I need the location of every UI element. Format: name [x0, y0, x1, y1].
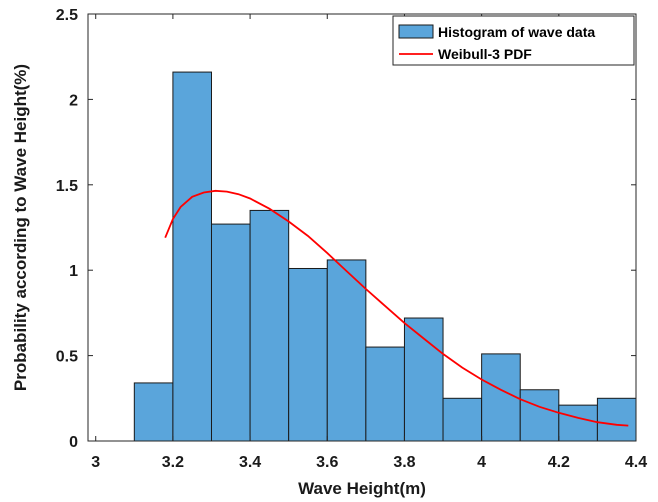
- y-tick-label: 2: [69, 92, 78, 109]
- legend: Histogram of wave data Weibull-3 PDF: [392, 15, 635, 66]
- histogram-bar: [596, 397, 637, 442]
- y-tick-label: 2.5: [56, 7, 78, 24]
- histogram-bar: [288, 267, 328, 442]
- x-tick-label: 4.2: [548, 454, 570, 471]
- legend-box: [392, 15, 635, 66]
- legend-label-histogram: Histogram of wave data: [438, 24, 595, 40]
- legend-label-curve: Weibull-3 PDF: [438, 46, 532, 62]
- legend-swatch-histogram: [398, 24, 434, 39]
- x-tick-label: 4.4: [625, 454, 647, 471]
- x-axis-title: Wave Height(m): [298, 479, 426, 498]
- histogram-bar: [403, 317, 444, 442]
- histogram-bar: [365, 346, 405, 442]
- x-tick-label: 3.6: [316, 454, 338, 471]
- histogram-bar: [481, 353, 521, 442]
- x-tick-label: 4: [477, 454, 486, 471]
- histogram-bar: [442, 397, 483, 442]
- histogram-bar: [519, 389, 560, 442]
- x-tick-label: 3.2: [162, 454, 184, 471]
- x-tick-label: 3.4: [239, 454, 261, 471]
- histogram-bar: [249, 209, 290, 442]
- x-tick-label: 3.8: [393, 454, 415, 471]
- y-tick-label: 1.5: [56, 178, 78, 195]
- histogram-bar: [172, 71, 212, 442]
- x-tick-label: 3: [91, 454, 100, 471]
- y-tick-labels: 0 0.5 1 1.5 2 2.5: [56, 7, 78, 451]
- y-axis-title: Probability according to Wave Height(%): [11, 64, 30, 391]
- y-tick-label: 1: [69, 263, 78, 280]
- histogram-bar: [133, 382, 174, 442]
- histogram-bar: [558, 404, 598, 442]
- histogram-bars: [133, 71, 637, 442]
- plot-frame: [87, 13, 637, 442]
- histogram-bar: [210, 223, 251, 442]
- y-tick-label: 0: [69, 434, 78, 451]
- histogram-bar: [326, 259, 367, 442]
- x-tick-labels: 3 3.2 3.4 3.6 3.8 4 4.2 4.4: [91, 454, 647, 471]
- weibull-curve: [164, 189, 629, 427]
- y-tick-label: 0.5: [56, 349, 78, 366]
